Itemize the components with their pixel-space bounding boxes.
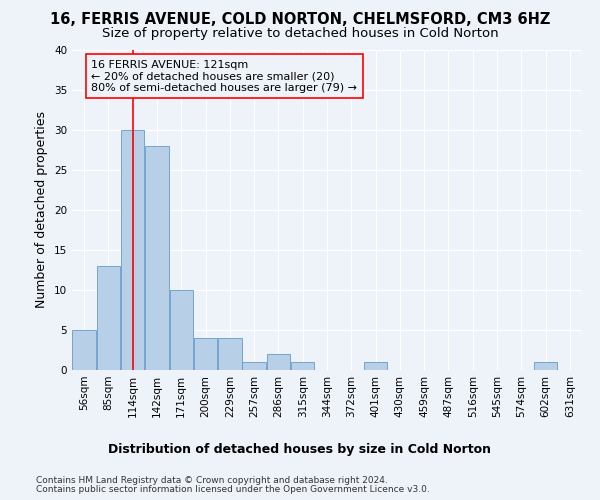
Text: 16 FERRIS AVENUE: 121sqm
← 20% of detached houses are smaller (20)
80% of semi-d: 16 FERRIS AVENUE: 121sqm ← 20% of detach… bbox=[91, 60, 358, 93]
Bar bbox=[194, 338, 217, 370]
Text: Contains public sector information licensed under the Open Government Licence v3: Contains public sector information licen… bbox=[36, 484, 430, 494]
Bar bbox=[534, 362, 557, 370]
Text: Contains HM Land Registry data © Crown copyright and database right 2024.: Contains HM Land Registry data © Crown c… bbox=[36, 476, 388, 485]
Bar bbox=[170, 290, 193, 370]
Bar bbox=[364, 362, 388, 370]
Y-axis label: Number of detached properties: Number of detached properties bbox=[35, 112, 49, 308]
Bar bbox=[121, 130, 145, 370]
Bar bbox=[291, 362, 314, 370]
Bar bbox=[97, 266, 120, 370]
Text: Distribution of detached houses by size in Cold Norton: Distribution of detached houses by size … bbox=[109, 442, 491, 456]
Text: Size of property relative to detached houses in Cold Norton: Size of property relative to detached ho… bbox=[101, 28, 499, 40]
Bar bbox=[145, 146, 169, 370]
Text: 16, FERRIS AVENUE, COLD NORTON, CHELMSFORD, CM3 6HZ: 16, FERRIS AVENUE, COLD NORTON, CHELMSFO… bbox=[50, 12, 550, 28]
Bar bbox=[266, 354, 290, 370]
Bar bbox=[73, 330, 96, 370]
Bar bbox=[218, 338, 242, 370]
Bar bbox=[242, 362, 266, 370]
